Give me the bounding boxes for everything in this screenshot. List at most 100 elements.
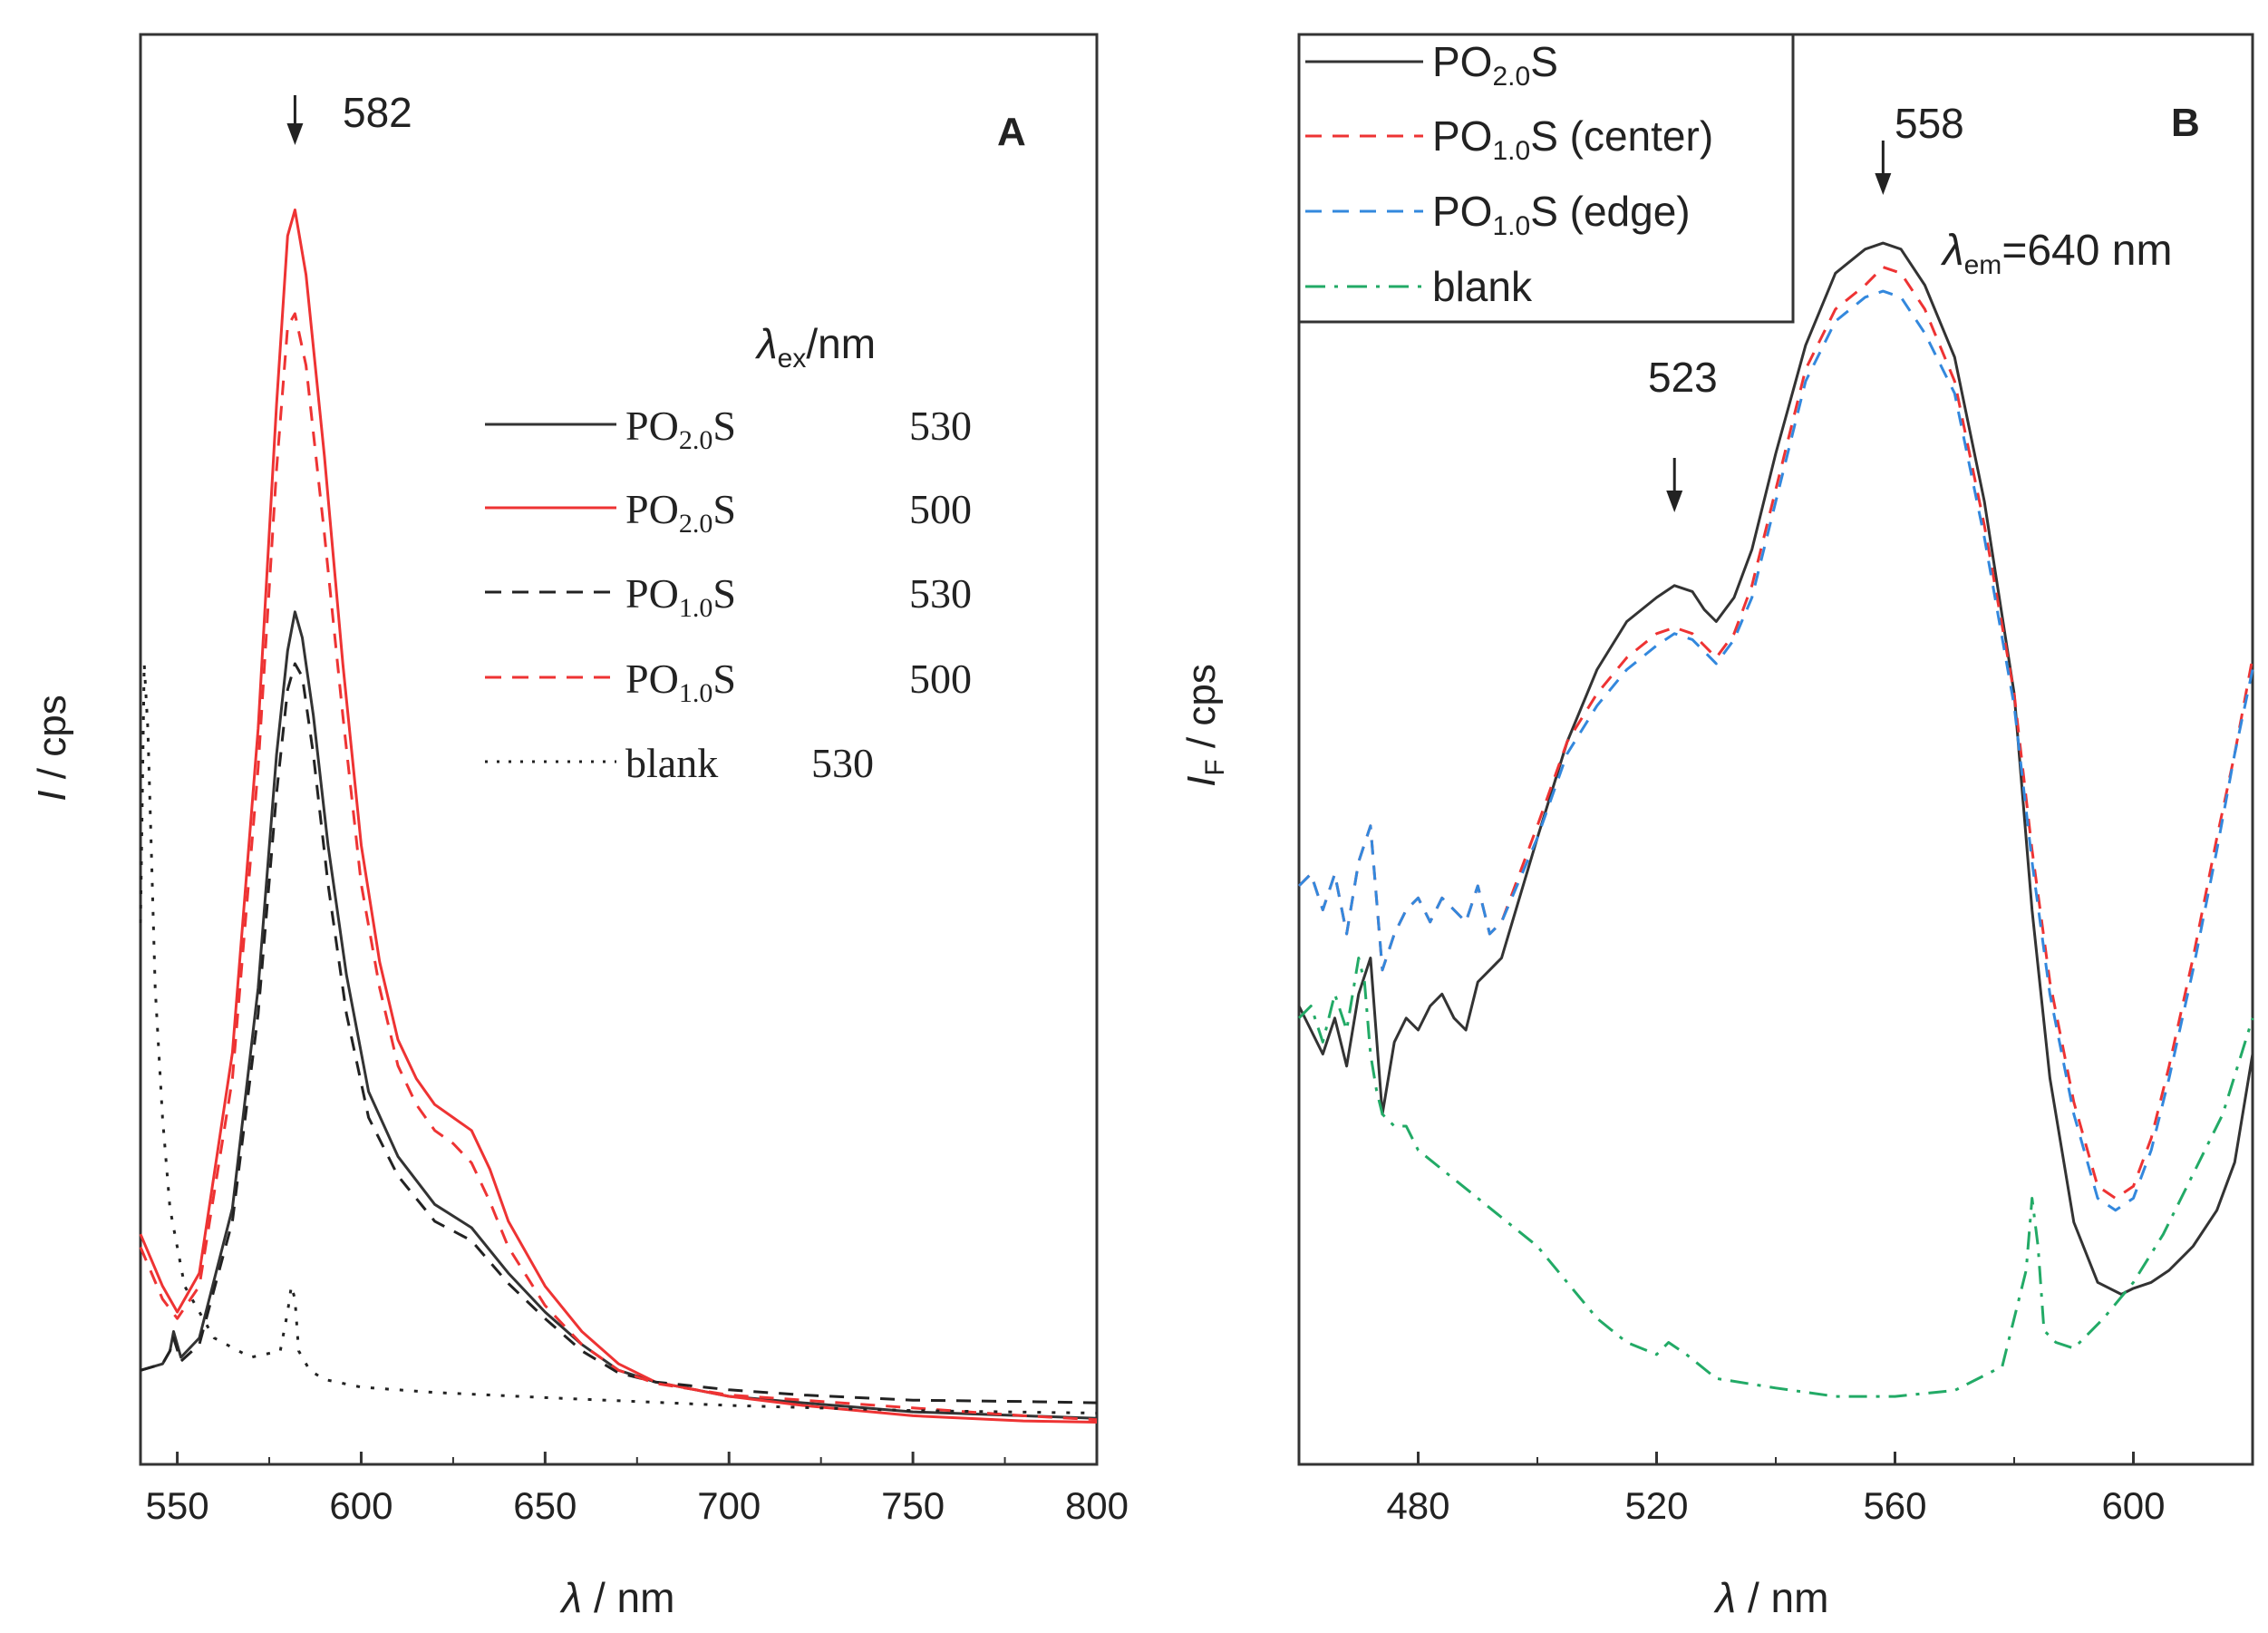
x-tick-label-b-0: 480 <box>1386 1484 1449 1527</box>
peak-label-b-0: 523 <box>1648 354 1718 401</box>
legend-entry-a-4: blank 530 <box>485 740 874 786</box>
legend-label-b-3: blank <box>1432 263 1533 310</box>
y-axis-label-b: IF / cps <box>1179 664 1230 787</box>
legend-label-a-2: PO <box>625 570 679 617</box>
legend-label-a-4: blank <box>625 740 718 786</box>
legend-sub-a-3: 1.0 <box>679 678 713 708</box>
peak-label-b-1: 558 <box>1895 100 1964 147</box>
x-axis-label-b: λ / nm <box>1713 1574 1829 1621</box>
x-tick-label-a-3: 700 <box>697 1484 761 1527</box>
series-line-a-1 <box>139 209 1098 1424</box>
legend-entry-b-0: PO2.0S <box>1305 38 1558 92</box>
svg-text:PO2.0S: PO2.0S <box>625 403 736 455</box>
svg-text:PO1.0S: PO1.0S <box>625 656 736 708</box>
svg-text:PO1.0S: PO1.0S <box>625 570 736 623</box>
legend-header-a: λex/nm <box>754 320 876 374</box>
series-line-b-0 <box>1297 241 2254 1296</box>
legend-entry-b-3: blank <box>1305 263 1533 310</box>
legend-entry-a-2: PO1.0S 530 <box>485 570 972 623</box>
legend-label-b-0: PO <box>1432 38 1492 85</box>
legend-sub-a-0: 2.0 <box>679 425 713 455</box>
legend-label-b-2: PO <box>1432 188 1492 235</box>
y-label-sub-b: F <box>1200 759 1230 775</box>
legend-label-a-1: PO <box>625 486 679 532</box>
y-label-symbol-a: I <box>30 790 74 801</box>
x-tick-label-a-0: 550 <box>146 1484 209 1527</box>
series-line-b-3 <box>1297 957 2254 1398</box>
legend-sub-a-1: 2.0 <box>679 509 713 539</box>
peak-arrow-head-b-1 <box>1875 173 1892 195</box>
x-label-symbol-a: λ <box>559 1574 583 1621</box>
legend-value-a-4: 530 <box>811 740 874 786</box>
peak-arrow-head-b-0 <box>1666 491 1683 512</box>
legend-entry-b-2: PO1.0S (edge) <box>1305 188 1691 241</box>
legend-value-a-3: 500 <box>909 656 972 702</box>
x-label-unit-a: / nm <box>582 1574 674 1621</box>
legend-entry-a-0: PO2.0S 530 <box>485 403 972 455</box>
legend-tail-a-3: S <box>712 656 736 702</box>
peak-annotation-b-0: 523 <box>1648 354 1718 512</box>
legend-sub-b-1: 1.0 <box>1492 136 1530 166</box>
legend-tail-a-1: S <box>712 486 736 532</box>
legend-header-text-a: /nm <box>806 320 876 367</box>
x-tick-label-a-1: 600 <box>329 1484 393 1527</box>
panel-letter-a: A <box>997 110 1026 154</box>
condition-symbol-b: λ <box>1940 227 1964 275</box>
x-axis-label-a: λ / nm <box>559 1574 675 1621</box>
condition-text-b: =640 nm <box>2001 227 2172 275</box>
legend-entry-b-1: PO1.0S (center) <box>1305 112 1713 166</box>
x-ticks-a: 550 600 650 700 750 800 <box>146 1452 1129 1527</box>
series-line-b-2 <box>1297 289 2254 1212</box>
legend-label-a-0: PO <box>625 403 679 449</box>
series-line-a-4 <box>139 662 1098 1414</box>
x-ticks-b: 480 520 560 600 <box>1386 1452 2166 1527</box>
svg-text:I / cps: I / cps <box>30 695 74 801</box>
legend-b: PO2.0S PO1.0S (center) PO1.0S (edge) bla… <box>1297 33 1795 324</box>
series-line-b-1 <box>1297 266 2254 1200</box>
series-group-a <box>139 209 1098 1424</box>
x-tick-label-a-2: 650 <box>513 1484 577 1527</box>
legend-value-a-0: 530 <box>909 403 972 449</box>
svg-text:PO1.0S (center): PO1.0S (center) <box>1432 112 1713 166</box>
series-line-a-3 <box>139 312 1098 1422</box>
series-line-a-2 <box>140 662 1098 1405</box>
peak-label-a: 582 <box>343 89 412 136</box>
legend-label-b-1: PO <box>1432 112 1492 160</box>
svg-text:PO2.0S: PO2.0S <box>625 486 736 539</box>
legend-sub-b-0: 2.0 <box>1492 62 1530 92</box>
legend-tail-a-0: S <box>712 403 736 449</box>
peak-annotation-b-1: 558 <box>1875 100 1964 195</box>
series-group-b <box>1297 241 2254 1398</box>
y-axis-label-a: I / cps <box>30 695 74 801</box>
peak-annotation-a: 582 <box>286 89 412 145</box>
peak-arrow-head-a <box>286 123 304 145</box>
x-label-unit-b: / nm <box>1736 1574 1828 1621</box>
legend-entry-a-1: PO2.0S 500 <box>485 486 972 539</box>
x-label-symbol-b: λ <box>1713 1574 1737 1621</box>
legend-value-a-1: 500 <box>909 486 972 532</box>
x-tick-label-a-5: 800 <box>1065 1484 1129 1527</box>
y-label-unit-b: / cps <box>1179 664 1224 759</box>
panel-a: 550 600 650 700 750 800 A 582 I / cps λ / nm … <box>30 33 1129 1621</box>
legend-tail-b-1: S (center) <box>1530 112 1713 160</box>
plot-frame-a <box>139 33 1099 1466</box>
x-tick-label-b-1: 520 <box>1624 1484 1688 1527</box>
y-label-symbol-b: I <box>1179 776 1224 787</box>
panel-letter-b: B <box>2171 101 2200 145</box>
svg-text:PO1.0S (edge): PO1.0S (edge) <box>1432 188 1691 241</box>
x-tick-label-a-4: 750 <box>881 1484 945 1527</box>
svg-text:IF / cps: IF / cps <box>1179 664 1230 787</box>
svg-text:PO2.0S: PO2.0S <box>1432 38 1558 92</box>
legend-box-b <box>1297 33 1795 324</box>
panel-b: 480 520 560 600 B 523 558 λem=640 nm IF / c… <box>1179 33 2254 1621</box>
condition-sub-b: em <box>1964 250 2002 280</box>
y-label-unit-a: / cps <box>30 695 74 790</box>
legend-header-sub-a: ex <box>778 344 807 374</box>
legend-a: λex/nm PO2.0S 530 PO2.0S 500 PO1.0S <box>485 320 972 786</box>
x-tick-label-b-3: 600 <box>2101 1484 2165 1527</box>
legend-tail-b-0: S <box>1530 38 1558 85</box>
legend-tail-b-2: S (edge) <box>1530 188 1690 235</box>
condition-label-b: λem=640 nm <box>1940 227 2172 280</box>
legend-header-symbol-a: λ <box>754 320 778 367</box>
